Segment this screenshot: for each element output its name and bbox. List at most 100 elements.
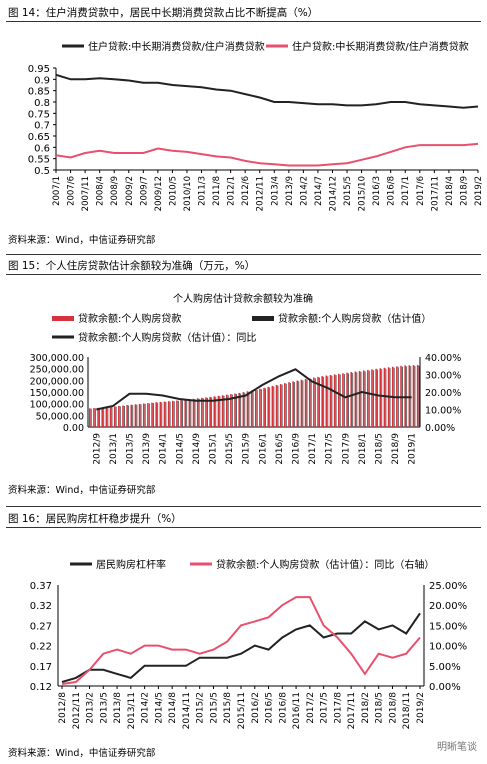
bar-est-5-3 <box>186 400 188 427</box>
bar-est-4-1 <box>161 402 163 427</box>
bar-10-3 <box>267 386 270 427</box>
bar-6-2 <box>196 398 199 427</box>
bar-est-0-2 <box>99 408 100 427</box>
x-tick-label-10: 2015/2 <box>196 692 206 724</box>
y-tick-label-7: 0.85 <box>28 87 50 98</box>
bar-est-15-3 <box>352 372 354 427</box>
bar-12-0 <box>288 382 290 427</box>
y-tick-label-1: 0.55 <box>28 155 50 166</box>
bar-est-11-1 <box>277 385 279 427</box>
bar-est-4-0 <box>157 402 159 427</box>
x-tick-label-16: 2018/1 <box>358 433 368 465</box>
legend-label-1: 住户贷款:中长期消费贷款/住户消费贷款 <box>292 40 469 53</box>
bar-10-0 <box>255 389 257 427</box>
x-tick-label-7: 2014/5 <box>154 692 164 724</box>
x-tick-label-17: 2014/2 <box>299 176 309 206</box>
x-tick-label-8: 2010/5 <box>168 176 178 206</box>
x-tick-label-18: 2014/7 <box>314 176 324 206</box>
bar-10-1 <box>259 388 261 427</box>
x-tick-label-15: 2013/4 <box>270 176 280 206</box>
x-tick-label-9: 2014/11 <box>182 692 192 729</box>
bar-17-3 <box>383 367 386 427</box>
x-tick-label-13: 2012/6 <box>241 176 251 206</box>
chart2-subtitle: 个人购房估计贷款余额较为准确 <box>173 292 313 305</box>
x-tick-label-10: 2016/1 <box>258 433 268 465</box>
x-tick-label-0: 2007/1 <box>52 176 62 206</box>
bar-est-9-1 <box>244 392 246 427</box>
bar-4-3 <box>167 401 170 427</box>
bar-11-0 <box>271 385 274 427</box>
x-tick-label-19: 2017/5 <box>320 692 330 724</box>
bar-4-1 <box>159 401 162 427</box>
bar-2-1 <box>126 405 128 427</box>
bar-0-2 <box>97 407 99 427</box>
x-tick-label-21: 2017/11 <box>347 692 357 729</box>
x-tick-label-25: 2018/11 <box>402 692 412 729</box>
y-tick-label-left-5: 0.37 <box>30 581 52 592</box>
bar-12-2 <box>296 380 299 427</box>
x-tick-label-22: 2018/2 <box>361 692 371 724</box>
y-tick-label-left-2: 0.22 <box>30 642 52 653</box>
x-tick-label-6: 2014/2 <box>141 692 151 724</box>
x-tick-label-17: 2016/11 <box>292 692 302 729</box>
bar-est-3-2 <box>148 403 150 427</box>
bar-est-5-0 <box>173 401 175 427</box>
bar-est-16-1 <box>360 371 362 427</box>
bar-est-15-1 <box>343 374 345 427</box>
watermark: 明晰笔谈 <box>437 742 477 753</box>
chart2-source: 资料来源：Wind，中信证券研究部 <box>8 485 156 496</box>
bar-5-2 <box>180 400 182 427</box>
bar-3-2 <box>147 403 149 427</box>
bar-est-0-1 <box>94 408 96 427</box>
x-tick-label-24: 2017/1 <box>401 176 411 206</box>
bar-est-16-2 <box>364 371 366 427</box>
y-tick-label-right-4: 40.00% <box>425 353 461 364</box>
chart2-rule <box>6 274 481 275</box>
bar-est-11-0 <box>273 386 275 427</box>
legend-swatch-0 <box>52 316 74 321</box>
bar-est-8-0 <box>223 395 225 427</box>
bar-13-3 <box>317 376 319 427</box>
x-tick-label-6: 2009/7 <box>139 176 149 206</box>
y-tick-label-left-0: 0.00 <box>63 423 84 434</box>
bar-9-1 <box>242 392 245 427</box>
bar-1-3 <box>118 405 120 427</box>
x-tick-label-18: 2018/9 <box>391 433 401 465</box>
x-tick-label-21: 2015/10 <box>358 176 368 211</box>
bar-15-2 <box>346 372 348 427</box>
legend-label-0: 住户贷款:中长期消费贷款/住户消费贷款 <box>88 40 265 53</box>
bar-2-0 <box>122 405 124 427</box>
bar-8-0 <box>221 395 224 427</box>
x-tick-label-14: 2012/11 <box>256 176 266 211</box>
x-tick-label-24: 2018/8 <box>388 692 398 724</box>
bar-14-2 <box>329 374 332 427</box>
bar-est-4-3 <box>169 401 171 427</box>
y-tick-label-right-3: 30.00% <box>425 371 461 382</box>
y-tick-label-left-1: 50,000.00 <box>36 411 84 422</box>
bar-est-12-0 <box>290 382 291 427</box>
chart3-source: 资料来源：Wind，中信证券研究部 <box>8 748 156 759</box>
x-tick-label-0: 2012/9 <box>92 433 102 465</box>
bar-est-3-1 <box>144 403 146 427</box>
bar-6-3 <box>201 397 203 427</box>
bar-0-3 <box>101 407 104 427</box>
bar-est-1-0 <box>107 407 109 427</box>
bar-est-13-3 <box>319 377 320 427</box>
bar-est-5-1 <box>177 400 179 427</box>
bar-est-2-2 <box>132 405 134 427</box>
bar-8-3 <box>234 393 236 427</box>
y-tick-label-right-5: 25.00% <box>429 581 467 592</box>
x-tick-label-7: 2015/1 <box>209 433 219 465</box>
bar-est-19-3 <box>418 365 420 427</box>
bar-est-5-2 <box>182 400 183 427</box>
bar-7-2 <box>213 396 216 427</box>
x-tick-label-20: 2015/5 <box>343 176 353 206</box>
x-tick-label-14: 2016/2 <box>251 692 261 724</box>
bar-est-13-2 <box>314 378 316 427</box>
bar-est-1-1 <box>111 407 113 427</box>
x-tick-label-14: 2017/5 <box>325 433 335 465</box>
bar-est-8-3 <box>236 394 237 427</box>
bar-est-10-0 <box>256 390 258 427</box>
bar-est-9-3 <box>252 391 254 427</box>
y-tick-label-6: 0.8 <box>34 98 50 109</box>
